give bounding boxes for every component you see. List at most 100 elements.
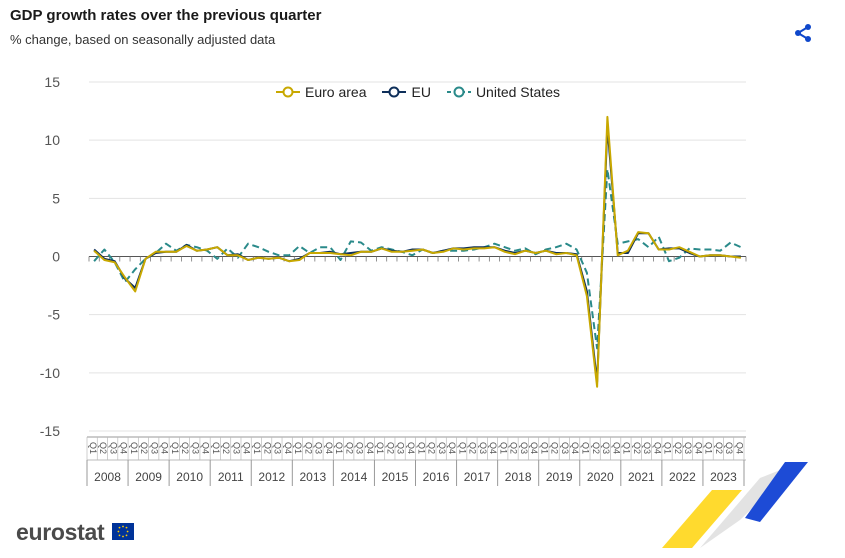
quarter-label: Q1 <box>252 442 262 454</box>
year-label: 2009 <box>135 470 162 484</box>
quarter-label: Q2 <box>550 442 560 454</box>
series-line-eu <box>93 125 741 384</box>
quarter-label: Q3 <box>149 442 159 454</box>
eurostat-logo: eurostat <box>16 519 105 545</box>
y-tick-label: 5 <box>52 190 60 206</box>
quarter-label: Q1 <box>334 442 344 454</box>
quarter-label: Q1 <box>663 442 673 454</box>
quarter-label: Q2 <box>509 442 519 454</box>
year-label: 2020 <box>587 470 614 484</box>
y-tick-label: 0 <box>52 249 60 265</box>
eu-flag-icon <box>112 523 134 540</box>
quarter-label: Q2 <box>385 442 395 454</box>
quarter-label: Q1 <box>211 442 221 454</box>
quarter-label: Q1 <box>129 442 139 454</box>
quarter-label: Q1 <box>581 442 591 454</box>
quarter-label: Q3 <box>683 442 693 454</box>
quarter-label: Q4 <box>365 442 375 454</box>
quarter-label: Q2 <box>180 442 190 454</box>
quarter-label: Q1 <box>293 442 303 454</box>
quarter-label: Q3 <box>724 442 734 454</box>
year-label: 2018 <box>505 470 532 484</box>
quarter-label: Q4 <box>119 442 129 454</box>
quarter-label: Q4 <box>324 442 334 454</box>
y-tick-label: -10 <box>40 365 60 381</box>
legend-marker-euro-area <box>276 86 300 98</box>
quarter-label: Q2 <box>591 442 601 454</box>
quarter-label: Q4 <box>242 442 252 454</box>
quarter-label: Q4 <box>283 442 293 454</box>
quarter-label: Q3 <box>355 442 365 454</box>
quarter-label: Q3 <box>190 442 200 454</box>
quarter-label: Q1 <box>704 442 714 454</box>
legend-marker-eu <box>382 86 407 98</box>
year-label: 2022 <box>669 470 696 484</box>
year-label: 2019 <box>546 470 573 484</box>
year-label: 2008 <box>94 470 121 484</box>
year-label: 2015 <box>382 470 409 484</box>
y-tick-label: -5 <box>48 307 61 323</box>
legend-item-eu[interactable]: EU <box>382 84 431 100</box>
quarter-label: Q3 <box>478 442 488 454</box>
quarter-label: Q4 <box>406 442 416 454</box>
quarter-label: Q2 <box>673 442 683 454</box>
quarter-label: Q3 <box>437 442 447 454</box>
brand-ribbon-yellow <box>662 490 742 548</box>
quarter-label: Q3 <box>314 442 324 454</box>
year-label: 2012 <box>258 470 285 484</box>
year-label: 2013 <box>299 470 326 484</box>
year-label: 2011 <box>218 470 244 484</box>
quarter-label: Q2 <box>262 442 272 454</box>
share-icon[interactable] <box>792 22 814 44</box>
quarter-label: Q2 <box>468 442 478 454</box>
quarter-label: Q1 <box>457 442 467 454</box>
y-tick-label: -15 <box>40 423 60 439</box>
quarter-label: Q3 <box>642 442 652 454</box>
quarter-label: Q4 <box>652 442 662 454</box>
y-tick-label: 10 <box>44 132 60 148</box>
quarter-label: Q3 <box>273 442 283 454</box>
quarter-label: Q3 <box>601 442 611 454</box>
quarter-label: Q3 <box>108 442 118 454</box>
page-title: GDP growth rates over the previous quart… <box>10 7 322 24</box>
quarter-label: Q2 <box>98 442 108 454</box>
chart-legend: Euro area EU United States <box>276 84 560 100</box>
quarter-label: Q4 <box>570 442 580 454</box>
quarter-label: Q1 <box>375 442 385 454</box>
year-label: 2023 <box>710 470 737 484</box>
quarter-label: Q3 <box>560 442 570 454</box>
quarter-label: Q4 <box>611 442 621 454</box>
legend-label-united-states: United States <box>475 84 560 100</box>
legend-item-euro-area[interactable]: Euro area <box>276 84 366 100</box>
quarter-label: Q2 <box>632 442 642 454</box>
quarter-label: Q4 <box>488 442 498 454</box>
quarter-label: Q1 <box>539 442 549 454</box>
legend-label-euro-area: Euro area <box>305 84 367 100</box>
quarter-label: Q4 <box>447 442 457 454</box>
quarter-label: Q3 <box>396 442 406 454</box>
quarter-label: Q1 <box>416 442 426 454</box>
series-line-euro-area <box>93 115 742 388</box>
year-label: 2016 <box>423 470 450 484</box>
page-subtitle: % change, based on seasonally adjusted d… <box>10 32 276 47</box>
year-label: 2021 <box>628 470 655 484</box>
quarter-label: Q2 <box>344 442 354 454</box>
quarter-label: Q2 <box>221 442 231 454</box>
brand-ribbon-blue <box>745 462 808 522</box>
quarter-label: Q2 <box>427 442 437 454</box>
year-label: 2010 <box>176 470 203 484</box>
quarter-label: Q3 <box>231 442 241 454</box>
quarter-label: Q1 <box>170 442 180 454</box>
legend-item-united-states[interactable]: United States <box>446 84 560 100</box>
year-label: 2014 <box>341 470 368 484</box>
quarter-label: Q4 <box>734 442 744 454</box>
quarter-label: Q4 <box>160 442 170 454</box>
quarter-label: Q2 <box>303 442 313 454</box>
quarter-label: Q1 <box>622 442 632 454</box>
quarter-label: Q2 <box>139 442 149 454</box>
y-tick-label: 15 <box>44 74 60 90</box>
quarter-label: Q1 <box>498 442 508 454</box>
legend-label-eu: EU <box>411 84 431 100</box>
quarter-label: Q4 <box>529 442 539 454</box>
